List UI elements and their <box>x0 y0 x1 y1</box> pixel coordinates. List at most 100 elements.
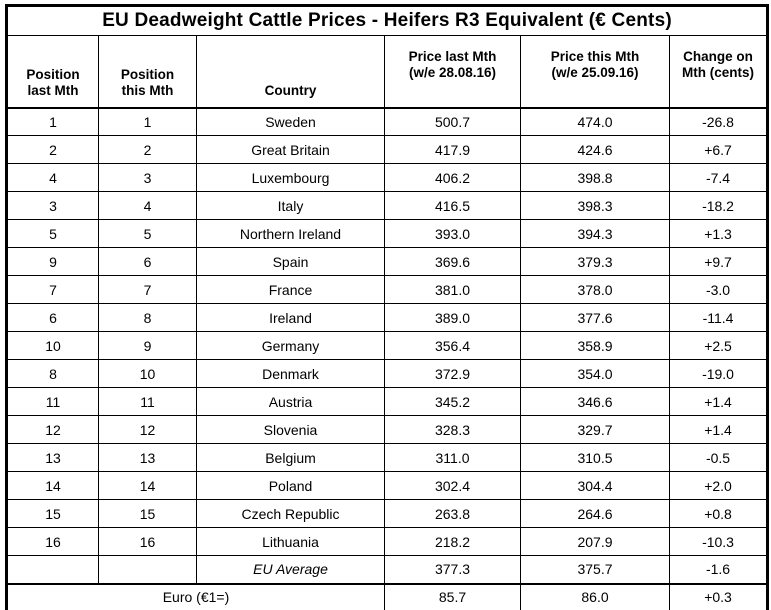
table-row: 8 10 Denmark 372.9 354.0 -19.0 <box>6 359 769 388</box>
change-cell: -0.5 <box>668 443 769 472</box>
position-last-cell: 14 <box>6 471 99 500</box>
price-this-cell: 424.6 <box>520 135 670 164</box>
country-cell: Italy <box>196 191 385 220</box>
price-last-cell: 345.2 <box>384 387 521 416</box>
price-last-cell: 356.4 <box>384 331 521 360</box>
euro-row: Euro (€1=) 85.7 86.0 +0.3 <box>6 582 769 610</box>
country-cell: Czech Republic <box>196 499 385 528</box>
price-last-cell: 500.7 <box>384 107 521 136</box>
position-last-cell: 4 <box>6 163 99 192</box>
country-cell: Spain <box>196 247 385 276</box>
change-cell: -19.0 <box>668 359 769 388</box>
country-cell: Belgium <box>196 443 385 472</box>
header-line: (w/e 25.09.16) <box>551 65 639 81</box>
price-this-cell: 398.8 <box>520 163 670 192</box>
price-last-cell: 328.3 <box>384 415 521 444</box>
table-row: 2 2 Great Britain 417.9 424.6 +6.7 <box>6 135 769 164</box>
euro-label: Euro (€1=) <box>6 582 385 610</box>
position-this-cell: 3 <box>98 163 197 192</box>
position-last-cell: 13 <box>6 443 99 472</box>
position-last-cell: 9 <box>6 247 99 276</box>
col-header-price-this: Price this Mth (w/e 25.09.16) <box>520 35 670 109</box>
header-line: Country <box>264 83 317 99</box>
position-last-cell: 15 <box>6 499 99 528</box>
price-this-cell: 378.0 <box>520 275 670 304</box>
price-this-cell: 310.5 <box>520 443 670 472</box>
price-last-cell: 218.2 <box>384 527 521 556</box>
position-this-cell: 14 <box>98 471 197 500</box>
empty-cell <box>98 555 197 584</box>
change-cell: +0.8 <box>668 499 769 528</box>
position-this-cell: 15 <box>98 499 197 528</box>
country-cell: Sweden <box>196 107 385 136</box>
change-cell: +9.7 <box>668 247 769 276</box>
price-last-cell: 369.6 <box>384 247 521 276</box>
country-cell: Austria <box>196 387 385 416</box>
position-last-cell: 10 <box>6 331 99 360</box>
table-row: 4 3 Luxembourg 406.2 398.8 -7.4 <box>6 163 769 192</box>
table-row: 7 7 France 381.0 378.0 -3.0 <box>6 275 769 304</box>
change-cell: -11.4 <box>668 303 769 332</box>
table-title: EU Deadweight Cattle Prices - Heifers R3… <box>5 5 769 36</box>
table-row: 16 16 Lithuania 218.2 207.9 -10.3 <box>6 527 769 556</box>
position-last-cell: 16 <box>6 527 99 556</box>
table-row: 14 14 Poland 302.4 304.4 +2.0 <box>6 471 769 500</box>
header-line: Mth (cents) <box>682 65 755 81</box>
change-cell: -3.0 <box>668 275 769 304</box>
position-last-cell: 8 <box>6 359 99 388</box>
change-cell: -18.2 <box>668 191 769 220</box>
price-last-cell: 381.0 <box>384 275 521 304</box>
col-header-position-last: Position last Mth <box>6 35 99 109</box>
price-last-cell: 311.0 <box>384 443 521 472</box>
change-cell: +0.3 <box>668 582 769 610</box>
table-row: 13 13 Belgium 311.0 310.5 -0.5 <box>6 443 769 472</box>
table-row: 10 9 Germany 356.4 358.9 +2.5 <box>6 331 769 360</box>
position-this-cell: 9 <box>98 331 197 360</box>
change-cell: +1.4 <box>668 387 769 416</box>
country-cell: Northern Ireland <box>196 219 385 248</box>
position-last-cell: 11 <box>6 387 99 416</box>
position-this-cell: 5 <box>98 219 197 248</box>
country-cell: Germany <box>196 331 385 360</box>
price-last-cell: 393.0 <box>384 219 521 248</box>
header-line: Change on <box>683 48 753 64</box>
price-this-cell: 474.0 <box>520 107 670 136</box>
price-last-cell: 406.2 <box>384 163 521 192</box>
change-cell: -26.8 <box>668 107 769 136</box>
title-row: EU Deadweight Cattle Prices - Heifers R3… <box>5 5 769 36</box>
table-row: 12 12 Slovenia 328.3 329.7 +1.4 <box>6 415 769 444</box>
col-header-country: Country <box>196 35 385 109</box>
price-this-cell: 379.3 <box>520 247 670 276</box>
position-last-cell: 7 <box>6 275 99 304</box>
header-row: Position last Mth Position this Mth Coun… <box>6 35 769 109</box>
table-body: 1 1 Sweden 500.7 474.0 -26.8 2 2 Great B… <box>6 107 769 556</box>
table-row: 3 4 Italy 416.5 398.3 -18.2 <box>6 191 769 220</box>
position-this-cell: 2 <box>98 135 197 164</box>
price-this-cell: 264.6 <box>520 499 670 528</box>
col-header-change: Change on Mth (cents) <box>668 35 769 109</box>
table-row: 5 5 Northern Ireland 393.0 394.3 +1.3 <box>6 219 769 248</box>
change-cell: +2.0 <box>668 471 769 500</box>
empty-cell <box>6 555 99 584</box>
country-cell: Poland <box>196 471 385 500</box>
position-last-cell: 12 <box>6 415 99 444</box>
price-this-cell: 377.6 <box>520 303 670 332</box>
position-this-cell: 6 <box>98 247 197 276</box>
price-this-cell: 207.9 <box>520 527 670 556</box>
position-this-cell: 1 <box>98 107 197 136</box>
price-last-cell: 85.7 <box>384 582 521 610</box>
change-cell: -10.3 <box>668 527 769 556</box>
country-cell: Luxembourg <box>196 163 385 192</box>
header-line: (w/e 28.08.16) <box>408 65 497 81</box>
position-last-cell: 6 <box>6 303 99 332</box>
table-row: 6 8 Ireland 389.0 377.6 -11.4 <box>6 303 769 332</box>
col-header-position-this: Position this Mth <box>98 35 197 109</box>
eu-average-row: EU Average 377.3 375.7 -1.6 <box>6 555 769 584</box>
price-this-cell: 398.3 <box>520 191 670 220</box>
change-cell: -1.6 <box>668 555 769 584</box>
price-last-cell: 377.3 <box>384 555 521 584</box>
position-this-cell: 13 <box>98 443 197 472</box>
position-this-cell: 11 <box>98 387 197 416</box>
position-this-cell: 12 <box>98 415 197 444</box>
